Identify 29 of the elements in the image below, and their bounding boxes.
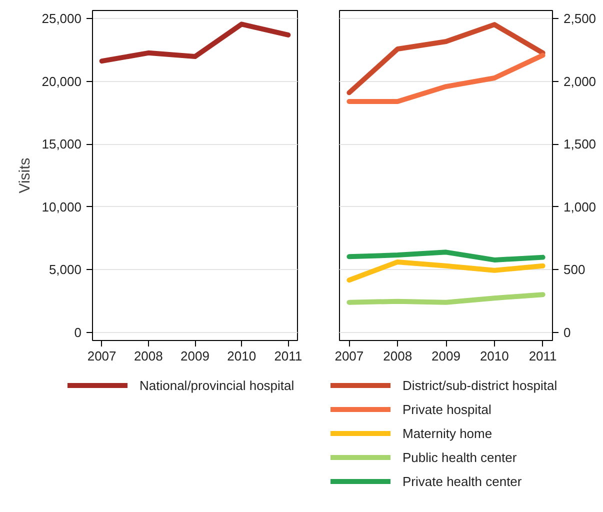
x-tick-label: 2007 xyxy=(334,348,364,364)
y-tick-label: 0 xyxy=(564,324,571,340)
legend-label: National/provincial hospital xyxy=(140,378,294,393)
y-tick-label: 1,500 xyxy=(564,136,596,152)
x-tick-label: 2010 xyxy=(480,348,509,364)
x-tick-label: 2008 xyxy=(134,348,163,364)
y-tick-label: 20,000 xyxy=(42,74,82,89)
y-tick-label: 10,000 xyxy=(42,199,82,214)
x-tick-label: 2009 xyxy=(180,348,210,364)
y-tick-label: 2,000 xyxy=(564,74,596,89)
x-tick-label: 2010 xyxy=(227,348,256,364)
legend-label: Private health center xyxy=(402,474,522,489)
legend-label: Public health center xyxy=(402,450,518,465)
y-tick-label: 15,000 xyxy=(42,136,82,152)
x-tick-label: 2008 xyxy=(383,348,412,364)
y-tick-label: 2,500 xyxy=(564,11,596,26)
legend-label: Private hospital xyxy=(402,402,492,417)
x-tick-label: 2011 xyxy=(274,348,302,364)
y-axis-title: Visits xyxy=(16,158,34,194)
y-tick-label: 5,000 xyxy=(48,262,82,278)
y-tick-label: 25,000 xyxy=(42,11,82,26)
y-tick-label: 0 xyxy=(74,324,82,340)
x-tick-label: 2011 xyxy=(528,348,557,364)
y-tick-label: 500 xyxy=(564,262,586,278)
legend-label: Maternity home xyxy=(402,426,492,441)
x-tick-label: 2009 xyxy=(432,348,460,364)
x-tick-label: 2007 xyxy=(87,348,116,364)
legend-label: District/sub-district hospital xyxy=(402,378,558,393)
y-tick-label: 1,000 xyxy=(564,199,596,214)
